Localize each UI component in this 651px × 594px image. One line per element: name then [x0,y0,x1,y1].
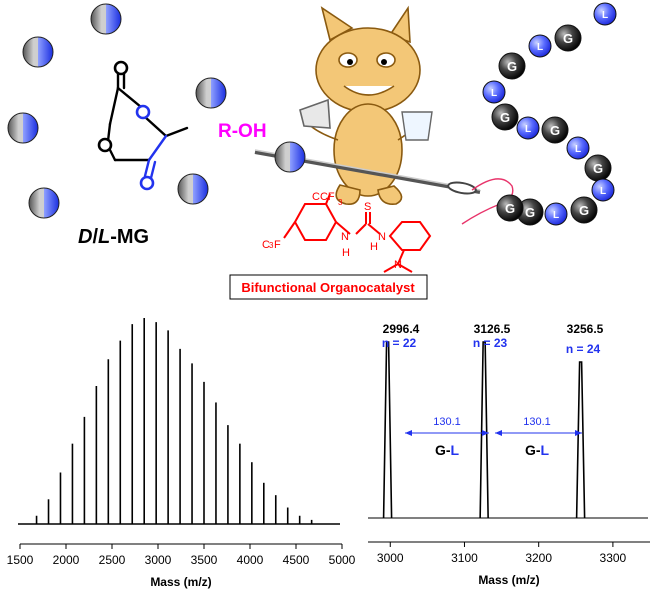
chain-bead-g: G [541,116,569,144]
spectrum-peak [382,341,393,519]
svg-text:H: H [370,241,378,253]
bead-label: G [525,205,535,220]
spectrum-zoom: 3000 3100 3200 3300 Mass (m/z) 2996.4 n = 2… [368,322,650,587]
svg-text:3: 3 [338,198,343,207]
bead-label: L [537,42,543,53]
chain-bead-g: G [496,194,524,222]
svg-text:3: 3 [269,241,274,250]
monomer-label: D/L-MG [78,226,149,248]
chain-bead-l: L [482,80,506,104]
bead-label: L [525,124,531,135]
spectrum-full-xlabel: Mass (m/z) [150,575,211,589]
monomer-sphere [22,36,54,68]
monomer-sphere [90,3,122,35]
spectrum-full-ticks: 1500 2000 2500 3000 3500 4000 4500 5000 [7,544,356,567]
catalyst-structure [283,193,432,273]
peak-mass-label: 3126.5 [474,322,511,336]
svg-text:CCF: CCF [312,191,335,203]
spectrum-full: 1500 2000 2500 3000 3500 4000 4500 5000 Mass (m… [7,318,356,589]
peak-n-label: n = 24 [566,342,601,356]
spacing-annotation: 130.1 G-L [405,416,489,458]
chain-bead-l: L [528,34,552,58]
x-tick-label: 3000 [377,551,404,565]
svg-text:130.1: 130.1 [523,416,551,428]
x-tick-label: 3200 [525,551,552,565]
initiator-sphere [274,141,306,173]
bead-label: L [600,186,606,197]
bead-label: G [563,31,573,46]
monomer-sphere [195,77,227,109]
svg-text:G-L: G-L [525,442,550,458]
chain-bead-l: L [516,116,540,140]
monomer-sphere [7,112,39,144]
spacing-annotation: 130.1 G-L [495,416,582,458]
peak-n-label: n = 23 [473,336,508,350]
chain-bead-l: L [591,178,615,202]
mg-atom-labels [97,60,155,191]
catalyst-box [229,274,428,300]
svg-text:G-L: G-L [435,442,460,458]
monomer-sphere [177,173,209,205]
glass-icon [401,111,433,141]
x-tick-label: 4000 [237,553,264,567]
spectrum-zoom-peaks [382,341,586,519]
x-tick-label: 3300 [600,551,627,565]
svg-text:H: H [342,247,350,259]
svg-text:N: N [341,231,349,243]
peak-mass-label: 3256.5 [567,322,604,336]
x-tick-label: 2000 [53,553,80,567]
bead-label: G [550,123,560,138]
monomer-sphere [28,187,60,219]
bead-label: G [507,59,517,74]
chain-bead-g: G [570,196,598,224]
spectrum-peak [479,341,489,519]
x-tick-label: 3000 [145,553,172,567]
chain-bead-l: L [544,202,568,226]
svg-text:C: C [262,239,270,251]
x-tick-label: 5000 [329,553,356,567]
spectrum-zoom-xlabel: Mass (m/z) [478,573,539,587]
svg-text:130.1: 130.1 [433,416,461,428]
spectrum-peak [575,361,586,519]
chain-bead-g: G [516,198,544,226]
cat-cartoon [299,5,421,206]
catalyst-atoms: CCF 3 C 3 F S N H N H N [262,191,402,271]
bead-label: G [579,203,589,218]
chain-bead-l: L [593,2,617,26]
chain-bead-g: G [554,24,582,52]
x-tick-label: 3100 [451,551,478,565]
svg-text:S: S [364,201,371,213]
monomer-spheres [7,3,227,219]
peak-mass-label: 2996.4 [383,322,420,336]
chain-bead-g: G [584,154,612,182]
peak-n-label: n = 22 [382,336,417,350]
bead-label: G [505,201,515,216]
bead-label: L [575,144,581,155]
bead-label: G [500,110,510,125]
x-tick-label: 1500 [7,553,34,567]
initiator-label: R-OH [218,121,267,142]
bead-label: L [602,10,608,21]
x-tick-label: 4500 [283,553,310,567]
chain-bead-g: G [491,103,519,131]
bead-label: L [491,88,497,99]
catalyst-label: Bifunctional Organocatalyst [241,280,415,295]
bead-label: G [593,161,603,176]
x-tick-label: 3500 [191,553,218,567]
spectrum-full-peaks [35,318,313,524]
svg-text:N: N [378,231,386,243]
chain-bead-l: L [566,136,590,160]
svg-text:F: F [274,239,281,251]
x-tick-label: 2500 [99,553,126,567]
bead-label: L [553,210,559,221]
chain-bead-g: G [498,52,526,80]
spectrum-zoom-ticks: 3000 3100 3200 3300 [377,542,627,565]
mg-structure [106,72,189,180]
svg-text:N: N [394,259,402,271]
